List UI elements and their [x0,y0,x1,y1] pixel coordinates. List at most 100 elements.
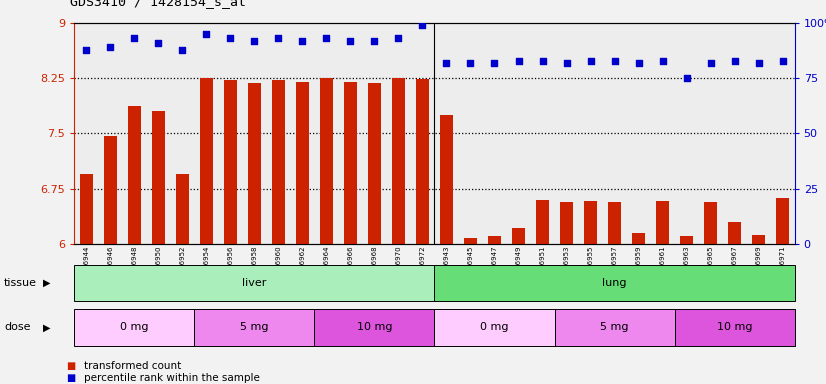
Point [368,38,381,44]
Bar [128,106,141,244]
Point [440,60,453,66]
Bar [434,265,795,301]
Bar [387,23,411,244]
Bar [320,78,333,244]
Point [224,35,237,41]
Bar [392,78,405,244]
Bar [675,23,699,244]
Bar [512,228,525,244]
Bar [578,23,602,244]
Bar [536,200,549,244]
Point [415,22,429,28]
Text: GDS3410 / 1428154_s_at: GDS3410 / 1428154_s_at [70,0,246,8]
Bar [176,174,189,244]
Point [248,38,261,44]
Text: lung: lung [602,278,627,288]
Point [392,35,405,41]
Bar [296,82,309,244]
Point [632,60,645,66]
Point [488,60,501,66]
Point [320,35,333,41]
Bar [368,83,381,244]
Bar [434,23,458,244]
Text: liver: liver [242,278,267,288]
Bar [482,23,506,244]
Text: ▶: ▶ [42,278,50,288]
Text: transformed count: transformed count [84,361,182,371]
Bar [723,23,747,244]
Bar [747,23,771,244]
Bar [291,23,315,244]
Bar [554,309,675,346]
Bar [728,222,741,244]
Bar [458,23,482,244]
Point [176,46,189,53]
Bar [675,309,795,346]
Bar [699,23,723,244]
Bar [434,309,554,346]
Bar [608,202,621,244]
Bar [80,174,93,244]
Bar [152,111,165,244]
Bar [194,309,315,346]
Bar [776,198,789,244]
Bar [200,78,213,244]
Point [560,60,573,66]
Bar [74,23,98,244]
Bar [584,201,597,244]
Bar [248,83,261,244]
Bar [122,23,146,244]
Point [776,58,789,64]
Bar [488,236,501,244]
Bar [98,23,122,244]
Text: ▶: ▶ [42,322,50,333]
Bar [224,81,237,244]
Bar [560,202,573,244]
Bar [651,23,675,244]
Bar [104,136,117,244]
Bar [272,80,285,244]
Bar [411,23,434,244]
Point [704,60,717,66]
Bar [415,79,429,244]
Text: 0 mg: 0 mg [120,322,149,333]
Point [128,35,141,41]
Bar [506,23,530,244]
Point [80,46,93,53]
Text: 5 mg: 5 mg [240,322,268,333]
Text: 10 mg: 10 mg [357,322,392,333]
Bar [627,23,651,244]
Bar [752,235,765,244]
Bar [440,115,453,244]
Bar [74,309,194,346]
Point [656,58,669,64]
Bar [363,23,387,244]
Point [680,75,693,81]
Bar [704,202,717,244]
Point [728,58,741,64]
Bar [267,23,291,244]
Bar [632,233,645,244]
Point [464,60,477,66]
Bar [344,82,357,244]
Bar [74,265,434,301]
Bar [146,23,170,244]
Text: ■: ■ [66,361,75,371]
Text: tissue: tissue [4,278,37,288]
Bar [771,23,795,244]
Bar [554,23,578,244]
Text: 5 mg: 5 mg [601,322,629,333]
Point [536,58,549,64]
Bar [218,23,242,244]
Text: percentile rank within the sample: percentile rank within the sample [84,373,260,383]
Bar [170,23,194,244]
Bar [315,309,434,346]
Bar [602,23,627,244]
Bar [339,23,363,244]
Point [272,35,285,41]
Text: 10 mg: 10 mg [717,322,752,333]
Bar [242,23,267,244]
Bar [194,23,218,244]
Point [200,31,213,37]
Bar [656,201,669,244]
